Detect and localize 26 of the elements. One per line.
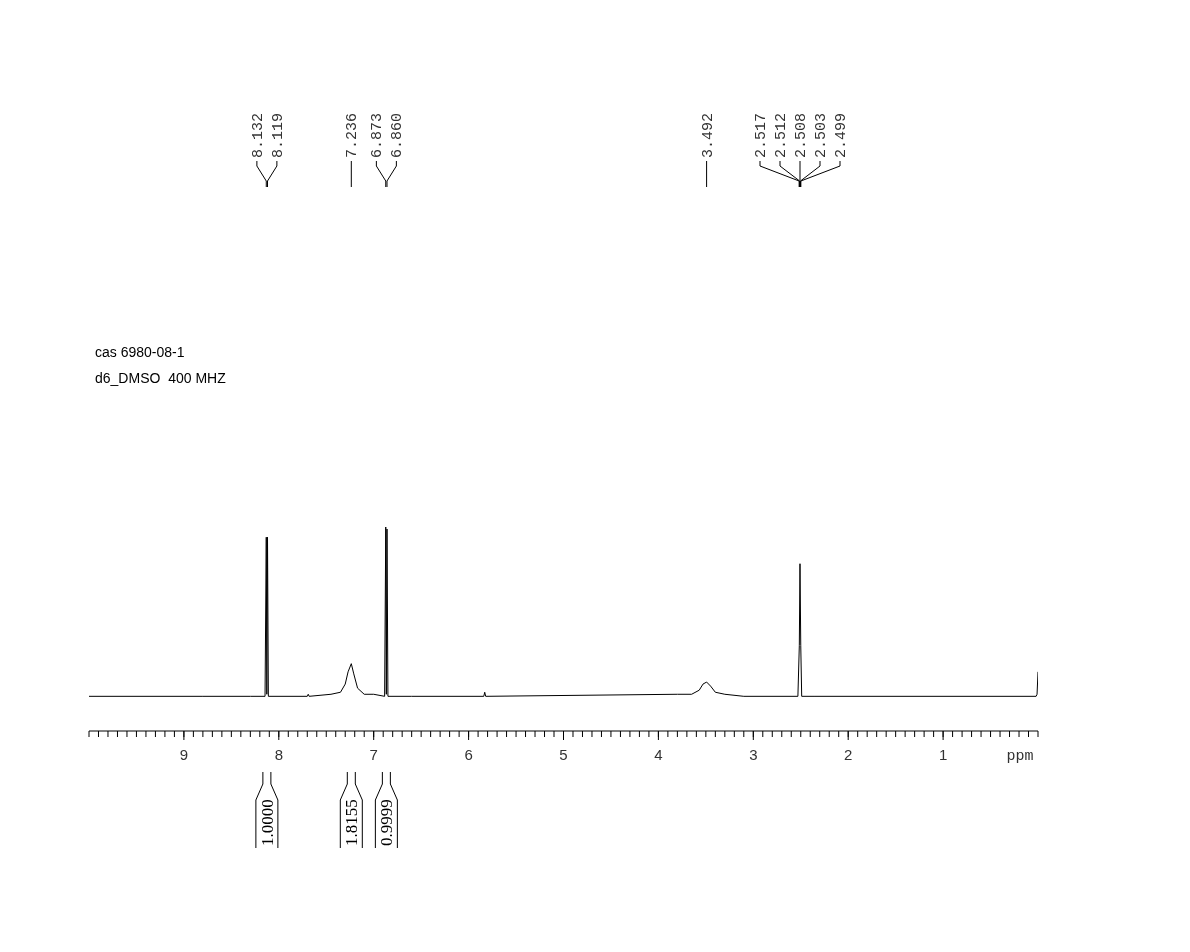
annotation: 2.508: [793, 112, 811, 158]
annotation: 7.236: [344, 112, 362, 158]
x-tick-label: 1: [938, 746, 948, 763]
x-axis-title: ppm: [1006, 748, 1034, 765]
text: d6_DMSO 400 MHZ: [95, 370, 227, 386]
x-tick-label: 7: [369, 746, 378, 763]
text: 1.8155: [342, 799, 362, 846]
annotation: 3.492: [699, 112, 717, 158]
x-tick-label: 6: [464, 746, 473, 763]
text: 0.9999: [377, 799, 397, 846]
x-tick-label: 3: [749, 746, 758, 763]
annotation: 6.873: [369, 112, 387, 158]
annotation: 2.499: [833, 112, 851, 158]
text: cas 6980-08-1: [95, 344, 185, 360]
x-tick-label: 2: [844, 746, 853, 763]
annotation: 2.503: [813, 112, 831, 158]
x-tick-label: 8: [274, 746, 283, 763]
text: 1.0000: [257, 799, 277, 846]
annotation: 2.512: [773, 112, 791, 158]
annotation: 8.132: [249, 112, 267, 158]
x-tick-label: 9: [179, 746, 189, 763]
x-tick-label: 4: [654, 746, 663, 763]
x-tick-label: 5: [559, 746, 568, 763]
annotation: 2.517: [753, 112, 771, 158]
annotation: 8.119: [269, 112, 287, 158]
annotation: 6.860: [389, 112, 407, 158]
